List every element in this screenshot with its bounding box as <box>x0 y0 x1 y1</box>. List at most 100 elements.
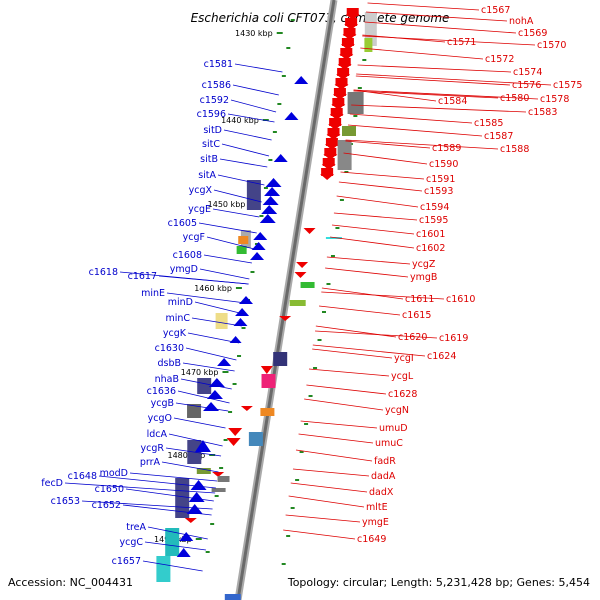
gene-label-c1574[interactable]: c1574 <box>513 67 542 78</box>
gene-label-c1619[interactable]: c1619 <box>439 333 468 344</box>
label-leader <box>367 2 480 11</box>
gene-label-c1591[interactable]: c1591 <box>426 174 455 185</box>
gene-label-ycgX[interactable]: ycgX <box>189 185 213 196</box>
gene-label-ymgD[interactable]: ymgD <box>170 264 198 275</box>
gene-label-c1602[interactable]: c1602 <box>416 243 445 254</box>
gene-label-c1570[interactable]: c1570 <box>537 40 566 51</box>
gene-label-c1576[interactable]: c1576 <box>512 80 541 91</box>
gene-label-ycgI[interactable]: ycgI <box>394 353 414 364</box>
gene-label-ycgB[interactable]: ycgB <box>151 398 174 409</box>
gene-label-ycgF[interactable]: ycgF <box>183 232 205 243</box>
gene-label-fecD[interactable]: fecD <box>41 478 63 489</box>
gene-label-c1580[interactable]: c1580 <box>500 93 529 104</box>
gene-label-minE[interactable]: minE <box>141 288 165 299</box>
gene-label-c1581[interactable]: c1581 <box>204 59 233 70</box>
gene-label-c1587[interactable]: c1587 <box>484 131 513 142</box>
gene-label-dadX[interactable]: dadX <box>369 487 394 498</box>
gene-label-c1595[interactable]: c1595 <box>419 215 448 226</box>
gene-label-c1590[interactable]: c1590 <box>429 159 458 170</box>
gene-label-c1611[interactable]: c1611 <box>405 294 434 305</box>
gene-label-modD[interactable]: modD <box>100 468 128 479</box>
gene-label-c1649[interactable]: c1649 <box>357 534 386 545</box>
label-leader <box>360 47 484 60</box>
gene-label-c1653[interactable]: c1653 <box>51 496 80 507</box>
label-leader <box>122 504 212 516</box>
gene-label-c1618[interactable]: c1618 <box>89 267 118 278</box>
gene-label-nhaB[interactable]: nhaB <box>155 374 179 385</box>
gene-label-c1601[interactable]: c1601 <box>416 229 445 240</box>
gene-label-c1630[interactable]: c1630 <box>155 343 184 354</box>
gene-label-c1571[interactable]: c1571 <box>447 37 476 48</box>
gene-label-c1572[interactable]: c1572 <box>485 54 514 65</box>
gene-label-c1617[interactable]: c1617 <box>128 271 157 282</box>
gene-box <box>211 488 226 492</box>
gene-label-treA[interactable]: treA <box>126 522 146 533</box>
gene-label-c1648[interactable]: c1648 <box>68 471 97 482</box>
gene-label-umuD[interactable]: umuD <box>379 423 408 434</box>
gene-label-c1575[interactable]: c1575 <box>553 80 582 91</box>
label-leader <box>283 529 356 540</box>
label-leader <box>98 475 216 489</box>
gene-label-c1620[interactable]: c1620 <box>398 332 427 343</box>
gene-label-prrA[interactable]: prrA <box>140 457 161 468</box>
gene-label-c1628[interactable]: c1628 <box>388 389 417 400</box>
gene-label-ymgB[interactable]: ymgB <box>410 272 437 283</box>
label-leader <box>330 236 415 249</box>
gene-label-ycgC[interactable]: ycgC <box>119 537 143 548</box>
gene-label-ycgE[interactable]: ycgE <box>188 204 211 215</box>
gene-label-mltE[interactable]: mltE <box>366 502 388 513</box>
gene-label-c1578[interactable]: c1578 <box>540 94 569 105</box>
gene-box <box>329 118 342 126</box>
gene-box <box>238 236 249 244</box>
gene-label-c1583[interactable]: c1583 <box>528 107 557 118</box>
gene-label-fadR[interactable]: fadR <box>374 456 396 467</box>
gene-label-sitA[interactable]: sitA <box>198 170 216 181</box>
reverse-gene-arrow <box>240 406 253 411</box>
gene-label-c1608[interactable]: c1608 <box>173 250 202 261</box>
gene-label-c1650[interactable]: c1650 <box>95 484 124 495</box>
gene-label-c1586[interactable]: c1586 <box>202 80 231 91</box>
gene-label-ycgK[interactable]: ycgK <box>163 328 187 339</box>
gene-label-c1652[interactable]: c1652 <box>92 500 121 511</box>
gene-label-umuC[interactable]: umuC <box>375 438 403 449</box>
gene-label-ldcA[interactable]: ldcA <box>147 429 168 440</box>
label-leader <box>64 482 216 494</box>
gene-label-c1596[interactable]: c1596 <box>197 109 226 120</box>
forward-gene-arrow <box>253 232 268 240</box>
gene-label-ycgO[interactable]: ycgO <box>148 413 172 424</box>
gene-label-c1624[interactable]: c1624 <box>427 351 456 362</box>
label-leader <box>357 64 512 73</box>
gene-label-ycgR[interactable]: ycgR <box>141 443 165 454</box>
gene-label-c1592[interactable]: c1592 <box>200 95 229 106</box>
gene-label-ycgZ[interactable]: ycgZ <box>412 259 436 270</box>
label-leader <box>147 526 208 540</box>
gene-label-ycgN[interactable]: ycgN <box>385 405 409 416</box>
gene-label-c1588[interactable]: c1588 <box>500 144 529 155</box>
gene-label-dadA[interactable]: dadA <box>371 471 396 482</box>
gene-label-dsbB[interactable]: dsbB <box>157 358 181 369</box>
gene-label-c1610[interactable]: c1610 <box>446 294 475 305</box>
gene-label-c1589[interactable]: c1589 <box>432 143 461 154</box>
gene-label-c1593[interactable]: c1593 <box>424 186 453 197</box>
gene-label-ycgL[interactable]: ycgL <box>391 371 414 382</box>
gene-label-c1569[interactable]: c1569 <box>518 28 547 39</box>
gene-label-c1615[interactable]: c1615 <box>402 310 431 321</box>
map-title: Escherichia coli CFT073, complete genome <box>191 11 450 25</box>
gene-label-nohA[interactable]: nohA <box>509 16 534 27</box>
gene-label-sitB[interactable]: sitB <box>200 154 218 165</box>
gene-label-minD[interactable]: minD <box>168 297 193 308</box>
gene-label-sitC[interactable]: sitC <box>202 139 220 150</box>
gene-label-c1636[interactable]: c1636 <box>147 386 176 397</box>
gene-label-c1657[interactable]: c1657 <box>112 556 141 567</box>
gene-label-c1584[interactable]: c1584 <box>438 96 467 107</box>
gene-label-c1594[interactable]: c1594 <box>420 202 449 213</box>
gene-label-c1585[interactable]: c1585 <box>474 118 503 129</box>
gene-label-sitD[interactable]: sitD <box>203 125 222 136</box>
gene-label-c1605[interactable]: c1605 <box>168 218 197 229</box>
gene-box <box>337 140 352 170</box>
gene-label-ymgE[interactable]: ymgE <box>362 517 389 528</box>
label-leader <box>206 236 255 250</box>
gene-label-minC[interactable]: minC <box>165 313 190 324</box>
gene-label-c1567[interactable]: c1567 <box>481 5 510 16</box>
